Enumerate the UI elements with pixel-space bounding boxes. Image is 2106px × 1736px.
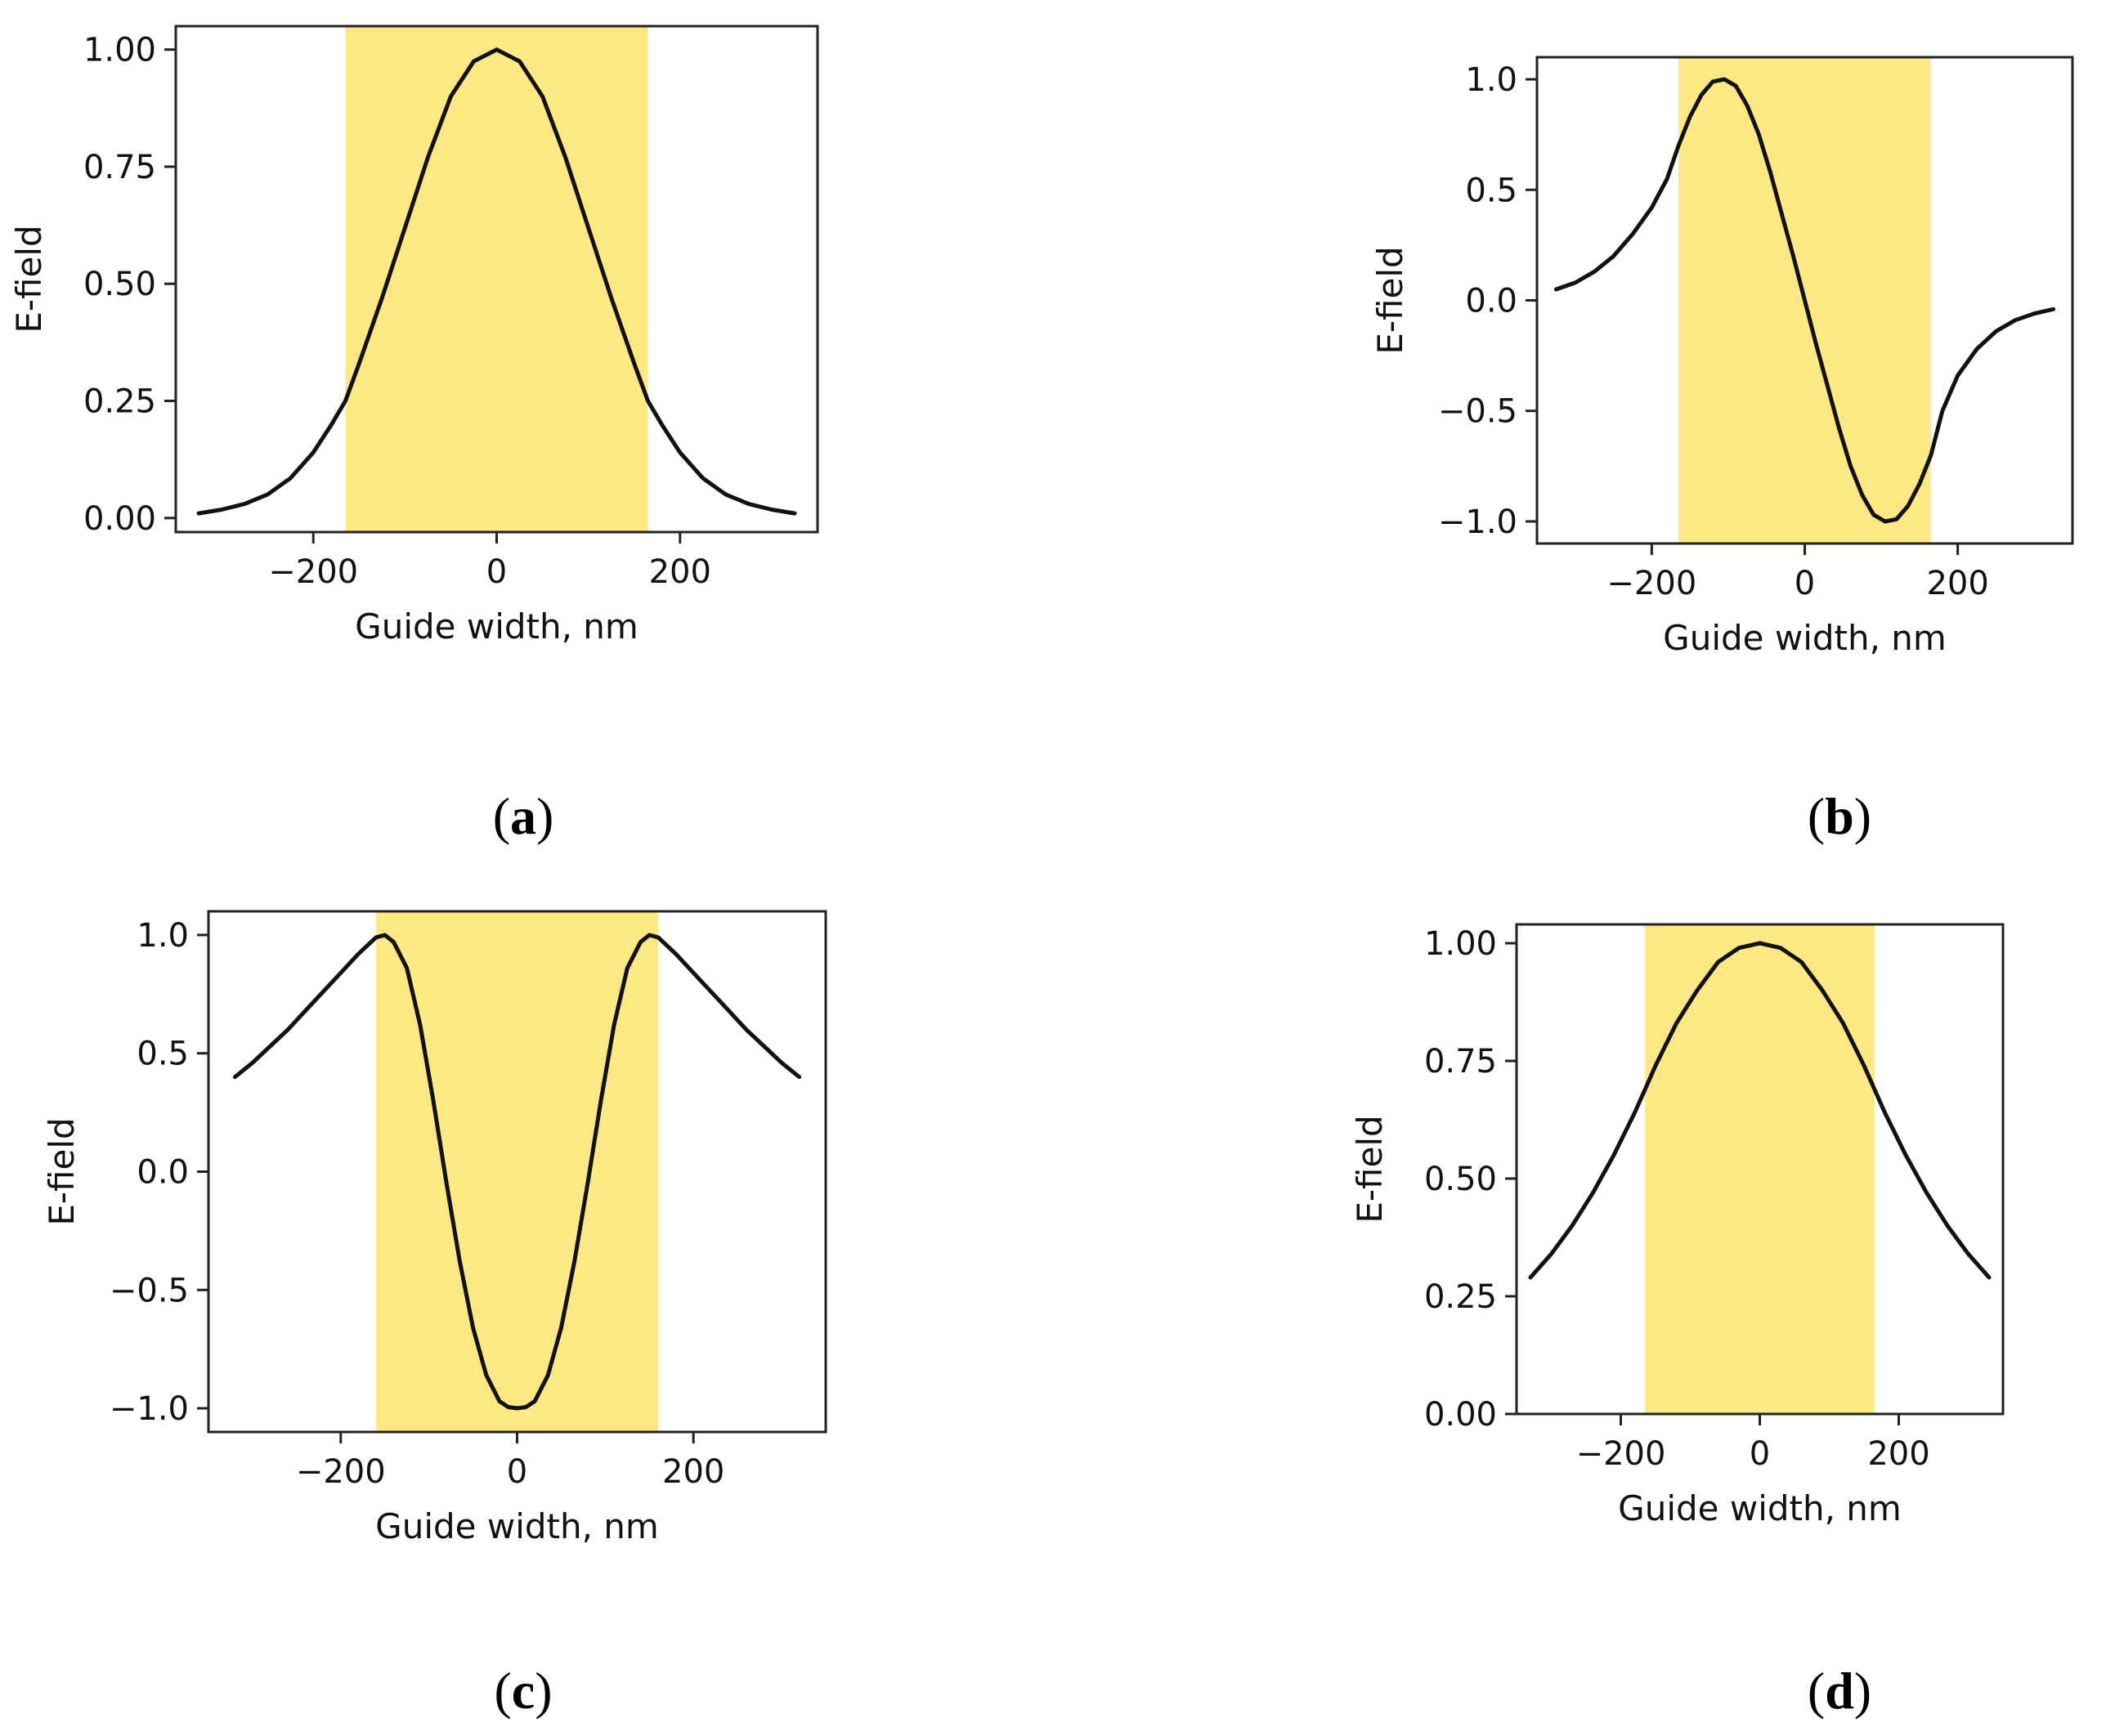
y-tick-label: 0.00 [1424, 1396, 1497, 1434]
panel-caption: (c) [494, 1662, 552, 1720]
x-tick-label: −200 [1576, 1435, 1666, 1473]
x-axis-title: Guide width, nm [1618, 1488, 1902, 1528]
x-tick-label: 0 [486, 553, 507, 591]
panel-d: −200 0 200 0.00 0.25 0.50 0.75 1.00 Guide width,… [1350, 923, 2005, 1720]
y-tick-label: 0.0 [1465, 283, 1517, 320]
caption-open-paren: ( [494, 1662, 511, 1720]
x-axis-title: Guide width, nm [375, 1506, 659, 1546]
y-tick-label: −1.0 [1438, 503, 1517, 541]
y-tick-label: 0.0 [137, 1154, 189, 1192]
efield-curve [232, 933, 802, 1411]
caption-letter: d [1825, 1662, 1854, 1720]
caption-letter: b [1825, 787, 1854, 845]
y-tick-label: −0.5 [1438, 393, 1517, 431]
x-axis-title: Guide width, nm [355, 606, 639, 647]
y-tick-label: 0.25 [1424, 1278, 1497, 1316]
efield-curve [1528, 941, 1992, 1280]
core-band [1645, 924, 1875, 1414]
caption-close-paren: ) [536, 787, 553, 845]
caption-open-paren: ( [1808, 1662, 1825, 1720]
y-axis-title: E-field [42, 1117, 82, 1225]
x-tick-label: 0 [507, 1453, 527, 1491]
y-tick-label: 1.0 [137, 917, 189, 955]
core-band [345, 26, 648, 532]
panel-a: −200 0 200 0.00 0.25 0.50 0.75 1.00 Guide width,… [9, 25, 819, 845]
panel-caption: (a) [493, 787, 554, 845]
caption-letter: a [510, 787, 536, 845]
y-tick-label: 0.75 [1424, 1043, 1497, 1081]
x-tick-label: −200 [268, 553, 358, 591]
y-tick-label: 0.50 [83, 266, 156, 303]
y-tick-label: 0.25 [83, 383, 156, 421]
panel-caption: (b) [1808, 787, 1871, 845]
caption-open-paren: ( [493, 787, 510, 845]
x-tick-label: −200 [1606, 565, 1696, 602]
x-tick-label: 200 [1926, 565, 1988, 602]
x-axis-title: Guide width, nm [1663, 618, 1947, 658]
caption-letter: c [512, 1662, 535, 1720]
x-tick-label: 200 [649, 553, 711, 591]
y-tick-label: 1.00 [83, 32, 156, 69]
y-axis-title: E-field [1370, 246, 1410, 354]
y-tick-label: 1.0 [1465, 61, 1517, 99]
x-tick-label: 0 [1750, 1435, 1770, 1473]
y-tick-label: −0.5 [110, 1272, 189, 1309]
y-axis-title: E-field [1350, 1115, 1390, 1223]
efield-curve [196, 47, 797, 516]
y-tick-label: −1.0 [110, 1390, 189, 1428]
panel-caption: (d) [1808, 1662, 1871, 1720]
y-axis-title: E-field [9, 225, 49, 333]
y-tick-label: 0.5 [137, 1036, 189, 1073]
efield-curve [1553, 77, 2056, 524]
y-tick-label: 0.75 [83, 149, 156, 186]
y-tick-label: 1.00 [1424, 925, 1497, 963]
panel-c: −200 0 200 1.0 0.5 0.0 −0.5 −1.0 Guide width, nm… [42, 910, 827, 1720]
x-tick-label: −200 [296, 1453, 386, 1491]
y-tick-label: 0.50 [1424, 1161, 1497, 1198]
x-tick-label: 200 [662, 1453, 724, 1491]
caption-close-paren: ) [535, 1662, 552, 1720]
core-band [375, 911, 659, 1432]
y-tick-label: 0.00 [83, 500, 156, 538]
caption-close-paren: ) [1854, 787, 1871, 845]
panel-b: −200 0 200 1.0 0.5 0.0 −0.5 −1.0 Guide width, nm… [1370, 56, 2074, 845]
caption-open-paren: ( [1808, 787, 1825, 845]
y-tick-label: 0.5 [1465, 172, 1517, 209]
caption-close-paren: ) [1854, 1662, 1871, 1720]
x-tick-label: 200 [1867, 1435, 1929, 1473]
x-tick-label: 0 [1795, 565, 1815, 602]
